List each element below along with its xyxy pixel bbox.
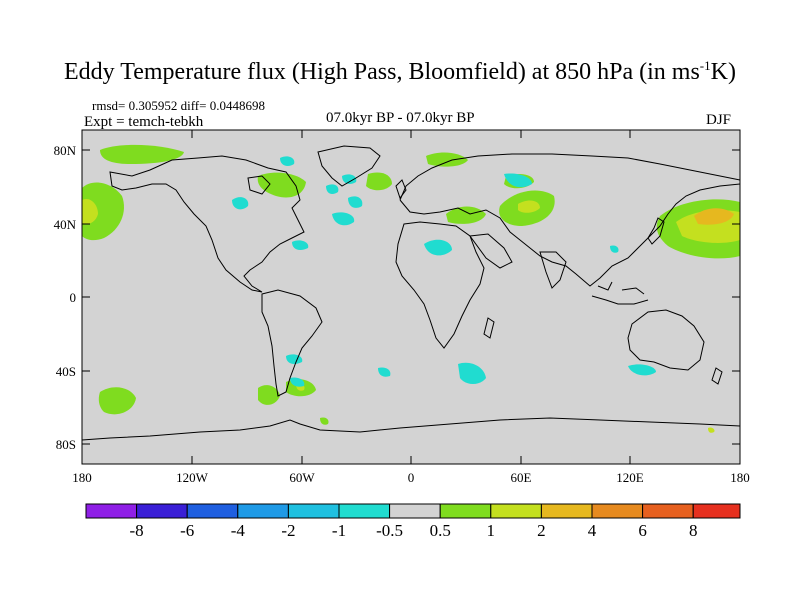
coast-antarctica bbox=[81, 417, 741, 441]
flux-region-neg-8 bbox=[424, 239, 452, 256]
colorbar-label-5: -0.5 bbox=[376, 521, 403, 540]
rmsd-diff-stats: rmsd= 0.305952 diff= 0.0448698 bbox=[92, 98, 265, 113]
colorbar-box-5 bbox=[338, 503, 391, 519]
colorbar-box-12 bbox=[692, 503, 741, 519]
colorbar-box-6 bbox=[389, 503, 441, 519]
coast-australia bbox=[627, 309, 705, 371]
lon-label-180w: 180 bbox=[72, 470, 92, 485]
lat-label-40s: 40S bbox=[56, 364, 76, 379]
coast-japan bbox=[647, 217, 665, 245]
title-main: Eddy Temperature flux (High Pass, Bloomf… bbox=[64, 59, 700, 85]
lon-label-120w: 120W bbox=[176, 470, 209, 485]
colorbar-label-7: 1 bbox=[487, 521, 496, 540]
colorbar-box-0 bbox=[85, 503, 138, 519]
flux-region-north-pacific-east-core bbox=[694, 208, 734, 225]
lon-label-0: 0 bbox=[408, 470, 415, 485]
colorbar-label-3: -2 bbox=[281, 521, 295, 540]
flux-region-arctic-alaska bbox=[100, 144, 184, 164]
flux-region-small-2 bbox=[708, 427, 715, 433]
map-background bbox=[82, 130, 740, 464]
lat-label-0: 0 bbox=[70, 290, 77, 305]
colorbar-label-10: 6 bbox=[638, 521, 647, 540]
colorbar-box-10 bbox=[591, 503, 644, 519]
colorbar-label-1: -6 bbox=[180, 521, 194, 540]
lon-label-60e: 60E bbox=[511, 470, 532, 485]
negative-flux-regions bbox=[232, 156, 656, 387]
colorbar-label-0: -8 bbox=[130, 521, 144, 540]
flux-region-north-pacific-west bbox=[82, 182, 124, 241]
flux-region-neg-2 bbox=[232, 197, 249, 210]
lat-axis bbox=[82, 149, 740, 445]
flux-region-neg-4 bbox=[326, 184, 339, 194]
lon-axis bbox=[81, 130, 741, 464]
flux-region-neg-6 bbox=[332, 212, 355, 226]
coast-south-america bbox=[261, 289, 323, 397]
flux-region-greenland-sea bbox=[366, 172, 392, 191]
map-title: Eddy Temperature flux (High Pass, Bloomf… bbox=[0, 58, 800, 86]
lon-label-60w: 60W bbox=[289, 470, 315, 485]
flux-region-patagonia-west bbox=[258, 385, 280, 405]
lon-label-120e: 120E bbox=[616, 470, 644, 485]
coast-arabia bbox=[469, 233, 513, 269]
colorbar-label-2: -4 bbox=[231, 521, 246, 540]
flux-region-neg-1 bbox=[280, 156, 295, 166]
colorbar-label-11: 8 bbox=[689, 521, 698, 540]
coast-north-america bbox=[109, 155, 305, 293]
lat-label-40n: 40N bbox=[54, 217, 77, 232]
flux-region-neg-15 bbox=[628, 364, 656, 376]
flux-region-neg-10 bbox=[610, 245, 619, 253]
flux-region-north-pacific-west-core bbox=[82, 198, 98, 225]
coast-africa bbox=[395, 221, 485, 349]
colorbar-box-1 bbox=[136, 503, 188, 519]
colorbar-box-8 bbox=[490, 503, 542, 519]
coastlines bbox=[81, 145, 741, 441]
lat-label-80s: 80S bbox=[56, 437, 76, 452]
coast-greenland bbox=[317, 145, 381, 187]
lat-label-80n: 80N bbox=[54, 143, 77, 158]
flux-region-neg-12 bbox=[290, 377, 305, 387]
coast-india bbox=[539, 251, 567, 289]
flux-region-neg-13 bbox=[458, 362, 486, 384]
flux-region-neg-14 bbox=[378, 367, 391, 377]
coast-hudson-bay bbox=[247, 175, 271, 195]
colorbar-box-11 bbox=[642, 503, 694, 519]
coast-uk bbox=[395, 179, 407, 200]
colorbar-box-2 bbox=[186, 503, 239, 519]
coast-indonesia bbox=[591, 281, 649, 305]
lon-label-180e: 180 bbox=[730, 470, 750, 485]
coast-madagascar bbox=[483, 317, 495, 339]
colorbar bbox=[85, 503, 741, 519]
flux-region-mediterranean bbox=[446, 206, 486, 224]
flux-region-small-1 bbox=[320, 417, 329, 425]
colorbar-box-7 bbox=[439, 503, 492, 519]
colorbar-label-8: 2 bbox=[537, 521, 546, 540]
colorbar-label-6: 0.5 bbox=[430, 521, 451, 540]
experiment-label: Expt = temch-tebkh bbox=[84, 114, 204, 130]
flux-region-barents bbox=[426, 152, 468, 167]
flux-region-central-asia-core bbox=[518, 200, 540, 213]
coast-eurasia bbox=[399, 153, 741, 287]
coast-new-zealand bbox=[711, 367, 723, 385]
flux-region-neg-7 bbox=[342, 174, 357, 184]
flux-region-hudson bbox=[257, 172, 306, 198]
title-superscript: -1 bbox=[699, 58, 711, 73]
colorbar-box-3 bbox=[237, 503, 289, 519]
flux-region-neg-9 bbox=[504, 173, 532, 188]
title-end: K) bbox=[710, 59, 736, 85]
colorbar-box-4 bbox=[287, 503, 340, 519]
flux-region-neg-3 bbox=[292, 240, 309, 250]
season-label: DJF bbox=[706, 112, 732, 128]
colorbar-label-9: 4 bbox=[588, 521, 597, 540]
flux-region-south-pacific bbox=[98, 387, 136, 415]
flux-region-neg-5 bbox=[348, 196, 363, 208]
colorbar-label-4: -1 bbox=[332, 521, 346, 540]
period-label: 07.0kyr BP - 07.0kyr BP bbox=[326, 110, 475, 126]
colorbar-box-9 bbox=[540, 503, 593, 519]
